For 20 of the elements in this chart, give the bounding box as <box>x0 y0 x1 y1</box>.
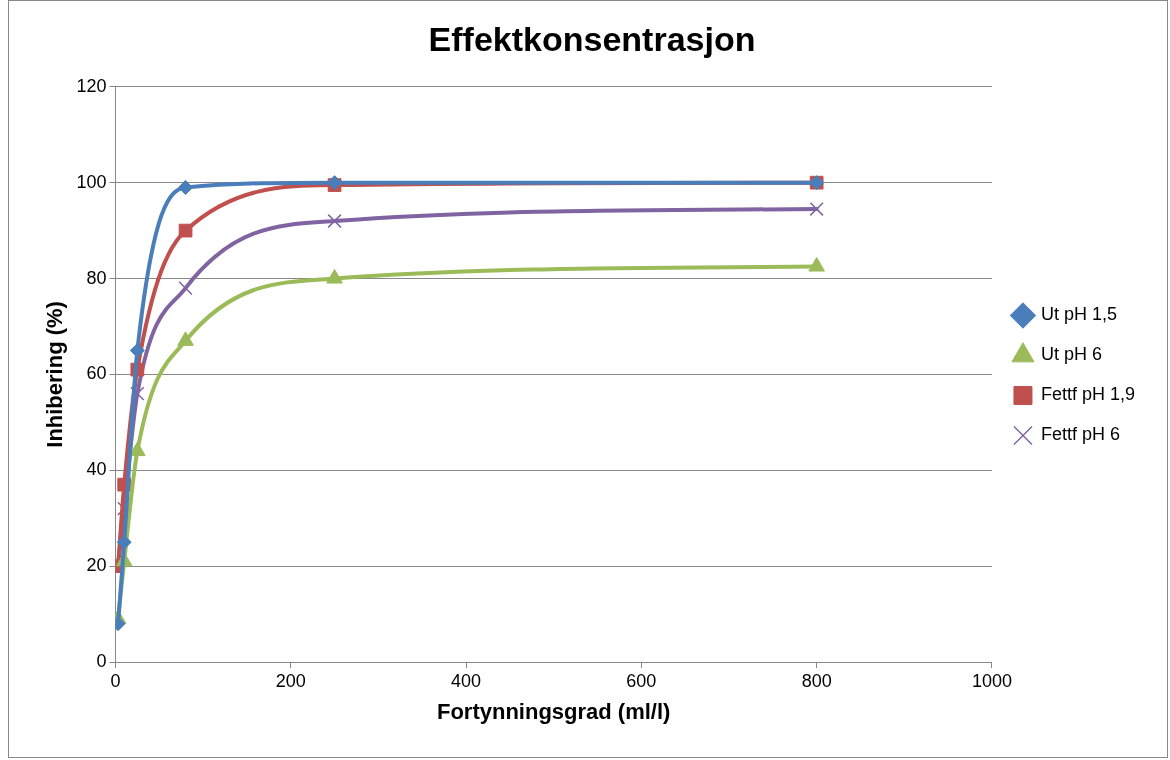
x-tick-label: 1000 <box>971 670 1012 691</box>
y-axis-title: Inhibering (%) <box>42 301 68 448</box>
y-tick-label: 20 <box>86 555 107 576</box>
x-tick-label: 600 <box>626 670 657 691</box>
y-tick-label: 40 <box>86 459 107 480</box>
x-tick-label: 200 <box>275 670 306 691</box>
chart-title: Effektkonsentrasjon <box>428 19 756 58</box>
legend-label: Ut pH 6 <box>1040 344 1102 365</box>
y-tick-label: 80 <box>86 267 107 288</box>
y-tick-label: 100 <box>76 171 107 192</box>
legend-label: Ut pH 1,5 <box>1040 304 1117 325</box>
x-tick-label: 0 <box>110 670 121 691</box>
y-tick-label: 0 <box>96 650 107 671</box>
y-tick-label: 60 <box>86 363 107 384</box>
x-tick-label: 400 <box>451 670 482 691</box>
x-axis-title: Fortynningsgrad (ml/l) <box>436 698 671 724</box>
y-tick-label: 120 <box>76 75 107 96</box>
legend-label: Fettf pH 1,9 <box>1040 384 1135 405</box>
legend-label: Fettf pH 6 <box>1040 424 1120 445</box>
x-tick-label: 800 <box>801 670 832 691</box>
